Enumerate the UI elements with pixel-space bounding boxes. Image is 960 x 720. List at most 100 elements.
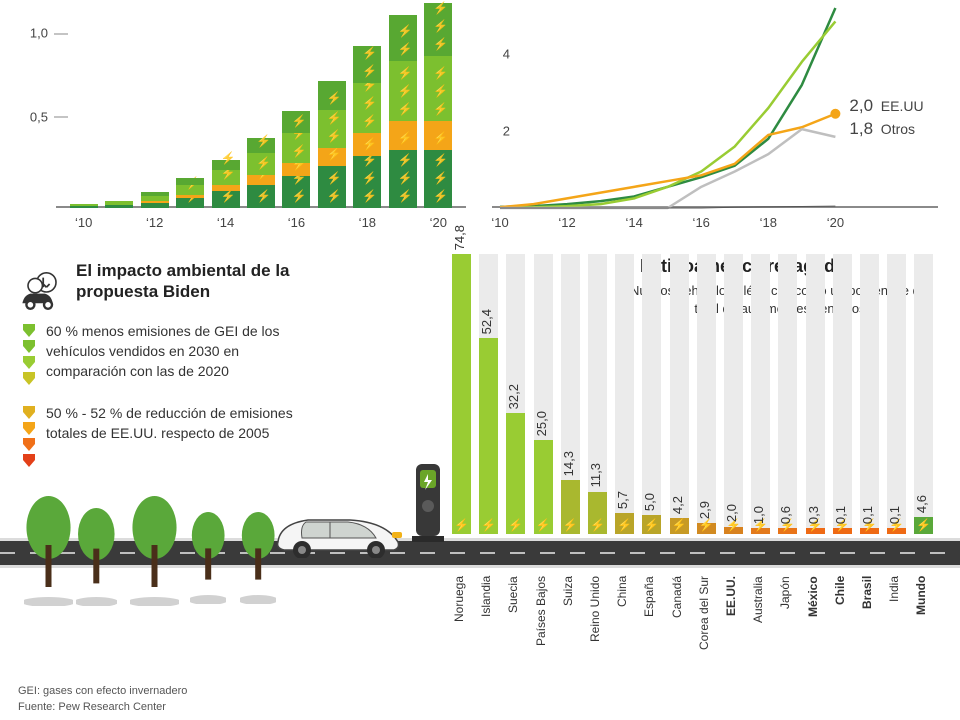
- bar-xlabel: ‘10: [75, 215, 92, 230]
- info-row: 60 % menos emisiones de GEI de los vehíc…: [12, 321, 312, 385]
- country-bar-bg: [833, 254, 852, 534]
- country-name: México: [806, 576, 825, 706]
- country-bar-bg: [778, 254, 797, 534]
- car-emissions-icon: [16, 268, 64, 316]
- line-ytick: 4: [486, 47, 510, 62]
- country-name: España: [642, 576, 661, 706]
- country-name: Reino Unido: [588, 576, 607, 706]
- tree-illustration: [76, 508, 117, 611]
- country-bar: ⚡: [914, 517, 933, 534]
- country-bar-bg: [751, 254, 770, 534]
- country-bar: ⚡: [506, 413, 525, 534]
- country-value: 4,2: [670, 490, 689, 514]
- bar-col: ⚡⚡⚡⚡⚡⚡⚡⚡⚡: [353, 46, 381, 208]
- bar-col: ⚡⚡⚡⚡: [247, 138, 275, 208]
- bar-seg: ⚡: [212, 191, 240, 208]
- country-bar-bg: [697, 254, 716, 534]
- bar-seg: ⚡: [424, 121, 452, 149]
- bar-seg: [141, 196, 169, 202]
- country-value: 5,0: [642, 487, 661, 511]
- bar-col: ⚡⚡⚡⚡⚡⚡: [282, 111, 310, 208]
- bar-seg: ⚡: [247, 138, 275, 153]
- bar-seg: ⚡: [353, 133, 381, 156]
- country-bar-bg: [806, 254, 825, 534]
- country-value: 4,6: [914, 489, 933, 513]
- country-bar: ⚡: [534, 440, 553, 534]
- bar-seg: ⚡⚡⚡: [424, 150, 452, 208]
- line-x-axis: ‘10‘12‘14‘16‘18‘20: [480, 208, 950, 230]
- country-bar-bg: [860, 254, 879, 534]
- line-xlabel: ‘14: [625, 215, 642, 230]
- bar-seg: ⚡: [389, 121, 417, 149]
- footnote-source: Fuente: Pew Research Center: [18, 700, 187, 716]
- footnote-gei: GEI: gases con efecto invernadero: [18, 684, 187, 700]
- bar-seg: [141, 192, 169, 195]
- line-xlabel: ‘18: [760, 215, 777, 230]
- bar-col: ⚡⚡⚡⚡⚡⚡⚡⚡⚡: [389, 15, 417, 208]
- country-name: Corea del Sur: [697, 576, 716, 706]
- bar-x-axis: ‘10‘12‘14‘16‘18‘20: [10, 208, 470, 230]
- country-value: 74,8: [452, 219, 471, 250]
- country-name: Brasil: [860, 576, 879, 706]
- country-name: Noruega: [452, 576, 471, 706]
- country-value: 5,7: [615, 485, 634, 509]
- tree-illustration: [130, 496, 179, 611]
- down-arrow-icon: [20, 451, 38, 469]
- line-xlabel: ‘20: [827, 215, 844, 230]
- country-value: 0,3: [806, 500, 825, 524]
- bar-ytick: 1,0: [18, 26, 48, 41]
- country-bar: ⚡: [452, 254, 471, 534]
- country-bar-bg: [887, 254, 906, 534]
- bar-plot-area: ⚡⚡⚡⚡⚡⚡⚡⚡⚡⚡⚡⚡⚡⚡⚡⚡⚡⚡⚡⚡⚡⚡⚡⚡⚡⚡⚡⚡⚡⚡⚡⚡⚡⚡⚡⚡⚡⚡⚡⚡…: [66, 8, 456, 208]
- line-series-europe: [500, 8, 835, 207]
- bar-seg: ⚡: [212, 160, 240, 170]
- bar-seg: ⚡: [318, 148, 346, 166]
- country-name: Suiza: [561, 576, 580, 706]
- country-name: Islandia: [479, 576, 498, 706]
- info-row-text: 60 % menos emisiones de GEI de los vehíc…: [46, 321, 312, 382]
- bar-seg: ⚡⚡: [389, 15, 417, 62]
- bar-seg: ⚡⚡⚡: [424, 56, 452, 121]
- line-end-label-eeuu: 2,0 EE.UU: [849, 96, 923, 116]
- bar-seg: ⚡: [247, 175, 275, 185]
- bar-seg: [176, 195, 204, 198]
- ev-car-illustration: [268, 502, 408, 558]
- bar-seg: [105, 201, 133, 205]
- bar-seg: ⚡: [318, 81, 346, 109]
- bar-seg: [176, 178, 204, 185]
- country-value: 2,9: [697, 495, 716, 519]
- bar-seg: [141, 201, 169, 203]
- bar-col: [105, 201, 133, 209]
- tree-illustration: [24, 496, 73, 611]
- bar-seg: [70, 204, 98, 207]
- bar-xlabel: ‘20: [430, 215, 447, 230]
- country-value: 52,4: [479, 303, 498, 334]
- bar-seg: ⚡⚡: [282, 133, 310, 163]
- country-bar: ⚡: [724, 527, 743, 534]
- bar-col: ⚡⚡⚡: [212, 160, 240, 208]
- ev-charger-illustration: [410, 456, 446, 544]
- bar-col: [141, 192, 169, 208]
- country-bar: ⚡: [588, 492, 607, 534]
- bar-xlabel: ‘18: [359, 215, 376, 230]
- country-name: India: [887, 576, 906, 706]
- line-series-otros: [500, 129, 835, 208]
- bar-seg: ⚡⚡⚡: [424, 3, 452, 56]
- country-name: Países Bajos: [534, 576, 553, 706]
- bar-seg: [212, 185, 240, 192]
- country-value: 0,6: [778, 500, 797, 524]
- country-bar: ⚡: [697, 523, 716, 534]
- bar-seg: ⚡: [212, 170, 240, 185]
- country-bar: ⚡: [670, 518, 689, 534]
- line-xlabel: ‘10: [491, 215, 508, 230]
- tree-illustration: [190, 512, 226, 609]
- bar-seg: ⚡⚡⚡: [389, 150, 417, 208]
- bar-ytick: 0,5: [18, 109, 48, 124]
- country-value: 25,0: [534, 405, 553, 436]
- country-name: Canadá: [670, 576, 689, 706]
- country-bar: ⚡: [615, 513, 634, 534]
- bar-seg: ⚡⚡⚡: [353, 83, 381, 133]
- country-bar-chart: ⚡74,8⚡52,4⚡32,2⚡25,0⚡14,3⚡11,3⚡5,7⚡5,0⚡4…: [452, 254, 950, 534]
- bar-seg: ⚡: [176, 198, 204, 208]
- country-bar: ⚡: [860, 528, 879, 534]
